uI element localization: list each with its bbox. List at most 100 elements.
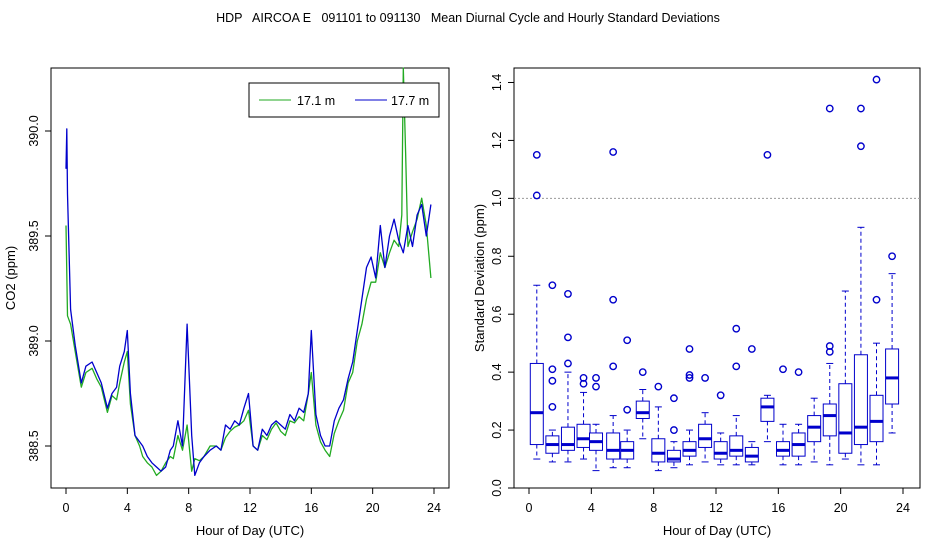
left-x-axis-label: Hour of Day (UTC) xyxy=(196,523,304,538)
iqr-box xyxy=(635,400,650,419)
outlier-point xyxy=(857,104,865,113)
box-hour-11.3 xyxy=(698,374,713,463)
series-line-17.1m xyxy=(65,67,432,477)
left-x-tick-label: 4 xyxy=(124,501,131,515)
right-x-tick-label: 0 xyxy=(526,501,533,515)
box-hour-23.3 xyxy=(885,252,900,434)
outlier-point xyxy=(670,426,678,434)
left-x-tick-label: 24 xyxy=(427,501,441,515)
outlier-point xyxy=(716,391,725,400)
right-y-tick-label: 0.2 xyxy=(490,421,504,438)
right-x-tick-label: 12 xyxy=(709,501,723,515)
outlier-point xyxy=(609,295,618,304)
right-boxes-group xyxy=(529,75,900,472)
box-hour-6.3 xyxy=(620,336,635,469)
outlier-point xyxy=(747,345,756,353)
right-x-tick-label: 4 xyxy=(588,501,595,515)
outlier-point xyxy=(857,142,865,151)
box-hour-8.3 xyxy=(651,382,666,472)
outlier-point xyxy=(609,148,618,156)
outlier-point xyxy=(609,362,618,371)
outlier-point xyxy=(685,374,694,382)
right-y-tick-label: 1.4 xyxy=(490,74,504,91)
outlier-point xyxy=(564,359,572,368)
right-x-tick-label: 20 xyxy=(834,501,848,515)
outlier-point xyxy=(548,402,557,411)
box-hour-20.3 xyxy=(838,290,853,460)
box-hour-19.3 xyxy=(822,104,837,466)
box-hour-18.3 xyxy=(807,397,822,463)
outlier-point xyxy=(564,333,572,342)
iqr-box xyxy=(869,394,884,443)
iqr-box xyxy=(529,362,544,446)
right-y-tick-label: 0.8 xyxy=(490,248,504,265)
outlier-point xyxy=(592,374,600,382)
box-hour-0.5 xyxy=(529,150,544,460)
box-hour-3.5 xyxy=(576,374,591,460)
box-hour-9.3 xyxy=(666,394,681,469)
right-x-axis: 0 4 8 12 16 20 24 xyxy=(526,488,910,515)
outlier-point xyxy=(638,368,647,377)
box-hour-13.3 xyxy=(729,324,744,466)
left-x-axis: 0 4 8 12 16 20 24 xyxy=(63,488,441,515)
right-y-tick-label: 0.4 xyxy=(490,363,504,380)
outlier-point xyxy=(685,345,694,353)
box-hour-15.3 xyxy=(760,150,775,443)
left-y-axis-label: CO2 (ppm) xyxy=(3,246,18,310)
outlier-point xyxy=(701,374,709,382)
iqr-box xyxy=(713,441,728,460)
outlier-point xyxy=(763,150,772,159)
right-y-tick-label: 1.0 xyxy=(490,190,504,207)
box-hour-10.3 xyxy=(682,345,697,466)
iqr-box xyxy=(651,438,666,463)
legend-label-17.1m: 17.1 m xyxy=(297,94,335,108)
iqr-box xyxy=(576,423,591,448)
box-hour-4.3 xyxy=(589,374,604,472)
box-hour-21.3 xyxy=(853,104,868,466)
outlier-point xyxy=(825,104,834,113)
left-x-tick-label: 0 xyxy=(63,501,70,515)
outlier-point xyxy=(872,295,881,304)
outlier-point xyxy=(623,336,632,345)
box-hour-2.5 xyxy=(560,290,575,463)
box-hour-14.3 xyxy=(744,345,759,466)
outlier-point xyxy=(564,290,572,298)
outlier-point xyxy=(888,252,896,261)
outlier-point xyxy=(779,365,787,374)
outlier-point xyxy=(532,191,541,200)
right-y-tick-label: 1.2 xyxy=(490,132,504,149)
series-line-17.7m xyxy=(65,128,432,477)
box-hour-1.5 xyxy=(545,281,560,463)
right-x-tick-label: 8 xyxy=(650,501,657,515)
left-y-tick-label: 389.0 xyxy=(27,325,41,356)
box-hour-7.3 xyxy=(635,368,650,440)
iqr-box xyxy=(853,354,868,446)
outlier-point xyxy=(548,281,557,290)
outlier-point xyxy=(732,324,741,333)
outlier-point xyxy=(732,362,741,371)
left-x-tick-label: 12 xyxy=(243,501,257,515)
figure-title: HDP AIRCOA E 091101 to 091130 Mean Diurn… xyxy=(216,11,720,25)
right-y-axis: 0.0 0.2 0.4 0.6 0.8 1.0 1.2 1.4 xyxy=(490,74,514,497)
outlier-point xyxy=(872,75,881,84)
left-y-axis: 388.5 389.0 389.5 390.0 xyxy=(27,115,51,462)
iqr-box xyxy=(560,426,575,451)
iqr-box xyxy=(822,403,837,437)
outlier-point xyxy=(623,405,632,414)
left-x-tick-label: 20 xyxy=(366,501,380,515)
iqr-box xyxy=(666,449,681,463)
outlier-point xyxy=(794,368,803,377)
box-hour-5.4 xyxy=(606,148,621,469)
outlier-point xyxy=(548,376,557,385)
outlier-point xyxy=(579,374,588,382)
right-plot-frame xyxy=(513,67,921,489)
right-panel-std-boxplot: 0 4 8 12 16 20 24 0.0 0.2 0.4 0.6 0.8 1.0 1.2 1.4 Hou… xyxy=(472,67,921,538)
legend-label-17.7m: 17.7 m xyxy=(391,94,429,108)
iqr-box xyxy=(698,423,713,448)
iqr-box xyxy=(729,435,744,457)
left-y-tick-label: 390.0 xyxy=(27,115,41,146)
left-x-tick-label: 8 xyxy=(185,501,192,515)
right-y-axis-label: Standard Deviation (ppm) xyxy=(472,204,487,352)
right-x-tick-label: 16 xyxy=(771,501,785,515)
